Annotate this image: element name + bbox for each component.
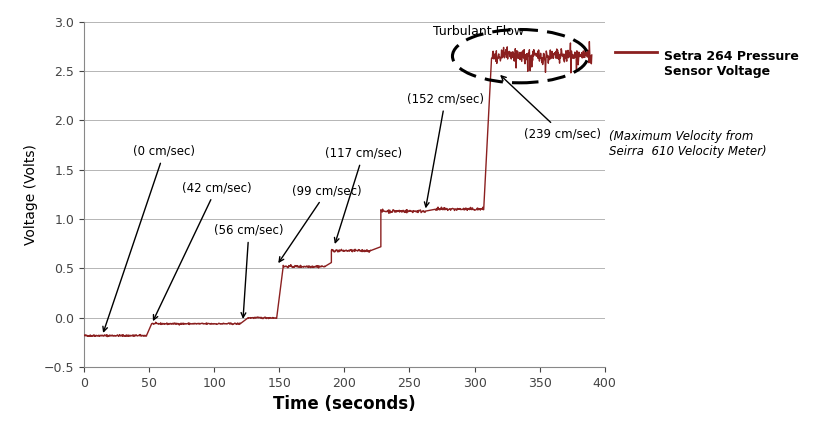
Text: Setra 264 Pressure
Sensor Voltage: Setra 264 Pressure Sensor Voltage (664, 50, 799, 78)
Text: (56 cm/sec): (56 cm/sec) (214, 224, 284, 318)
Text: (117 cm/sec): (117 cm/sec) (325, 147, 402, 243)
Text: (42 cm/sec): (42 cm/sec) (154, 181, 251, 320)
X-axis label: Time (seconds): Time (seconds) (273, 395, 416, 413)
Text: (239 cm/sec): (239 cm/sec) (501, 76, 601, 140)
Text: (152 cm/sec): (152 cm/sec) (407, 92, 484, 207)
Text: (99 cm/sec): (99 cm/sec) (279, 184, 362, 262)
Text: (0 cm/sec): (0 cm/sec) (102, 145, 196, 331)
Text: (Maximum Velocity from
Seirra  610 Velocity Meter): (Maximum Velocity from Seirra 610 Veloci… (609, 130, 767, 158)
Text: Turbulant Flow: Turbulant Flow (433, 25, 524, 38)
Y-axis label: Voltage (Volts): Voltage (Volts) (24, 144, 39, 245)
